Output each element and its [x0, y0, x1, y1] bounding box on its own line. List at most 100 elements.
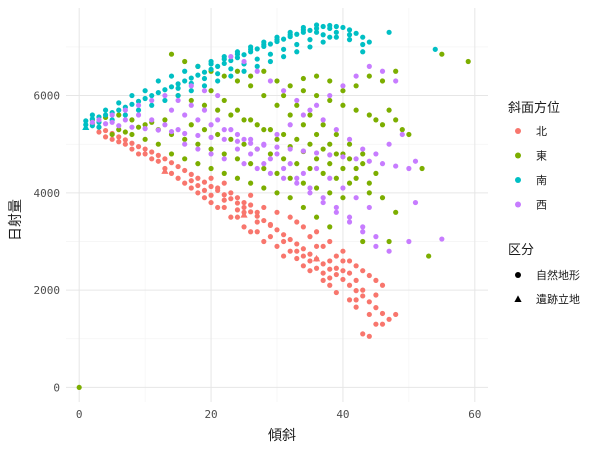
data-point [313, 165, 320, 172]
data-point [274, 151, 280, 157]
data-point [267, 51, 274, 57]
data-point [215, 117, 221, 123]
data-point [234, 156, 241, 162]
data-point [307, 185, 313, 191]
data-point [373, 292, 379, 298]
data-point [234, 51, 241, 57]
data-point [228, 214, 234, 220]
data-point [135, 151, 142, 157]
data-point [320, 117, 326, 123]
data-point [195, 182, 201, 189]
data-point [360, 224, 366, 230]
data-point [386, 316, 392, 322]
data-point [109, 136, 115, 142]
data-point [320, 195, 326, 201]
data-point [346, 37, 353, 43]
legend-shape-key [515, 272, 521, 278]
data-point [175, 163, 181, 170]
data-point [149, 97, 155, 104]
data-point [241, 136, 247, 142]
data-point [96, 124, 102, 130]
data-point [346, 214, 353, 220]
data-point [274, 37, 280, 43]
data-point [346, 32, 353, 38]
data-point [327, 282, 333, 288]
data-point [313, 214, 320, 220]
data-point [221, 56, 227, 62]
data-point [195, 175, 201, 181]
data-point [195, 117, 201, 123]
data-point [168, 170, 175, 176]
data-point [208, 192, 214, 198]
data-point [294, 41, 300, 48]
data-point [287, 112, 293, 118]
data-point [221, 73, 227, 79]
data-point [307, 268, 313, 274]
data-point [300, 224, 306, 230]
data-point [366, 112, 372, 118]
data-point [261, 127, 267, 133]
data-point [280, 131, 287, 138]
data-point [221, 60, 227, 67]
data-point [373, 151, 379, 157]
data-point [234, 207, 241, 213]
data-point [333, 175, 339, 181]
data-point [234, 200, 241, 206]
data-point [280, 88, 287, 94]
data-point [208, 88, 214, 94]
data-point [267, 58, 274, 65]
data-point [373, 277, 379, 283]
data-point [333, 29, 339, 35]
data-point [168, 84, 175, 90]
data-point [393, 117, 399, 123]
data-point [129, 92, 135, 99]
data-point [135, 124, 142, 130]
data-point [439, 51, 445, 57]
data-point [142, 146, 148, 152]
data-point [149, 117, 155, 123]
data-point [96, 129, 102, 135]
data-point-triangle [161, 167, 169, 174]
data-point [195, 161, 201, 167]
data-point [221, 180, 227, 186]
data-point [287, 195, 293, 201]
data-point [406, 238, 412, 245]
data-point [320, 270, 326, 276]
y-axis-title: 日射量 [8, 199, 24, 241]
data-point [267, 127, 274, 133]
data-point [135, 107, 142, 113]
data-point [221, 192, 227, 198]
data-point [294, 136, 300, 142]
data-point [267, 41, 274, 47]
data-point [122, 107, 128, 113]
data-point [168, 151, 175, 157]
shape-legend-title: 区分 [508, 243, 534, 258]
data-point [313, 102, 320, 108]
data-point [135, 144, 142, 150]
data-point [241, 58, 247, 65]
data-point [188, 185, 194, 191]
data-point [221, 97, 227, 104]
data-point [360, 151, 366, 157]
data-point [294, 241, 300, 247]
data-point [228, 196, 234, 202]
data-point [340, 276, 346, 283]
data-point [379, 161, 386, 167]
data-point [122, 112, 128, 118]
data-point [313, 29, 320, 35]
data-point [340, 185, 346, 191]
data-point [182, 167, 188, 174]
data-point [366, 158, 372, 164]
x-tick-label: 60 [468, 408, 481, 421]
data-point [373, 117, 379, 123]
data-point [287, 214, 293, 220]
data-point [346, 27, 353, 33]
data-point [280, 54, 287, 60]
data-point [208, 151, 214, 157]
data-point [254, 213, 260, 219]
data-point [379, 78, 386, 84]
data-point [280, 232, 287, 238]
data-point [327, 152, 333, 158]
legend-color-label: 北 [536, 125, 547, 138]
